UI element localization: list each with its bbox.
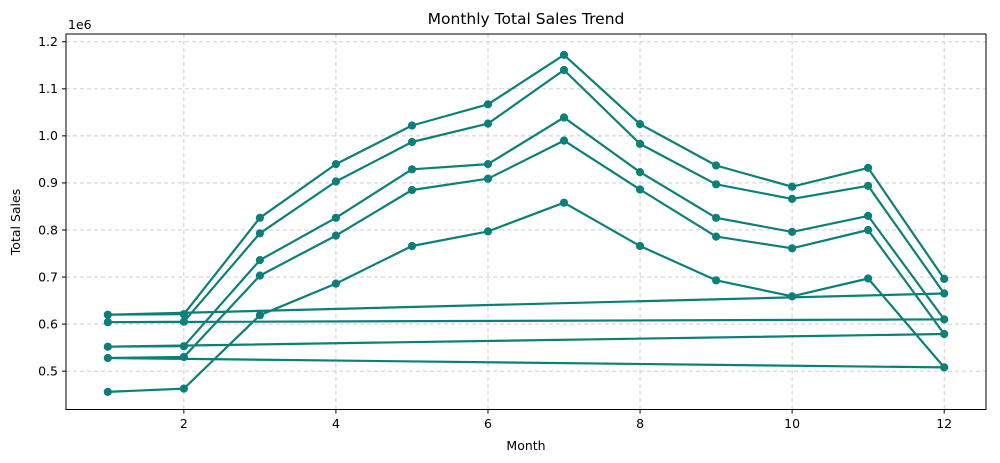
data-point-marker [103,318,112,327]
y-axis-label: Total Sales [8,189,23,256]
y-axis-offset-label: 1e6 [68,17,92,32]
plot-border [65,33,987,410]
x-tick-label: 2 [180,416,188,431]
data-point-marker [331,231,340,240]
x-tick-label: 10 [784,416,800,431]
data-point-marker [635,139,645,148]
data-point-marker [635,241,645,251]
data-point-marker [635,120,645,129]
x-tick-label: 6 [484,416,492,431]
data-series [103,50,949,396]
data-point-marker [103,387,112,396]
data-point-marker [788,182,797,191]
data-point-marker [407,165,417,174]
y-tick-label: 1.2 [38,34,58,49]
data-point-marker [712,161,721,170]
y-tick-label: 0.8 [38,222,58,237]
data-point-marker [483,227,493,236]
data-point-marker [940,289,949,298]
y-tick-label: 0.9 [38,175,58,190]
data-point-marker [407,121,417,130]
data-point-marker [559,50,569,60]
data-point-marker [103,310,112,319]
data-point-marker [788,292,797,301]
data-point-marker [864,181,873,190]
data-point-marker [635,168,645,177]
data-point-marker [179,342,188,351]
y-tick-label: 0.7 [38,269,58,284]
data-point-marker [331,177,340,186]
data-point-marker [179,310,188,319]
data-point-marker [179,317,188,326]
data-point-marker [940,315,949,324]
data-point-marker [712,180,721,189]
data-point-marker [483,174,493,183]
data-point-marker [179,352,188,362]
data-point-marker [255,213,264,222]
data-point-marker [559,136,569,145]
data-point-marker [483,160,493,169]
data-point-marker [483,119,493,128]
x-tick-label: 4 [332,416,340,431]
data-point-marker [940,274,949,283]
data-point-marker [788,244,797,253]
x-tick-label: 8 [636,416,644,431]
data-point-marker [712,276,721,285]
sales-trend-line [106,53,946,393]
gridlines [66,34,986,410]
data-point-marker [255,256,264,265]
data-point-marker [331,279,340,288]
data-point-marker [559,113,569,122]
y-tick-label: 0.6 [38,316,58,331]
data-point-marker [407,185,417,195]
data-point-marker [255,311,264,320]
data-point-marker [407,137,417,147]
data-point-marker [103,342,112,351]
data-point-marker [331,160,340,169]
data-point-marker [483,100,493,109]
data-point-marker [635,185,645,194]
data-point-marker [788,227,797,236]
chart-title: Monthly Total Sales Trend [428,10,625,28]
data-point-marker [788,194,797,203]
data-point-marker [559,198,569,207]
axes [62,33,987,414]
data-point-marker [940,329,949,339]
data-point-marker [407,241,417,251]
x-axis-label: Month [506,438,545,453]
y-tick-label: 0.5 [38,363,58,378]
data-point-marker [331,213,340,222]
data-point-marker [712,213,721,222]
data-point-marker [179,384,188,393]
data-point-marker [864,225,873,235]
data-point-marker [864,211,873,220]
data-point-marker [103,353,112,363]
data-point-marker [255,271,264,280]
data-point-marker [559,65,569,75]
y-tick-label: 1.1 [38,81,58,96]
data-point-marker [864,274,873,283]
x-tick-label: 12 [936,416,952,431]
data-point-marker [255,229,264,238]
data-point-marker [940,363,949,372]
data-point-marker [712,232,721,241]
data-point-marker [864,163,873,172]
y-tick-label: 1.0 [38,128,58,143]
tick-labels: 0.5 0.6 0.7 0.8 0.9 1.0 1.1 1.2 2 4 6 8 10 12 [38,34,952,431]
